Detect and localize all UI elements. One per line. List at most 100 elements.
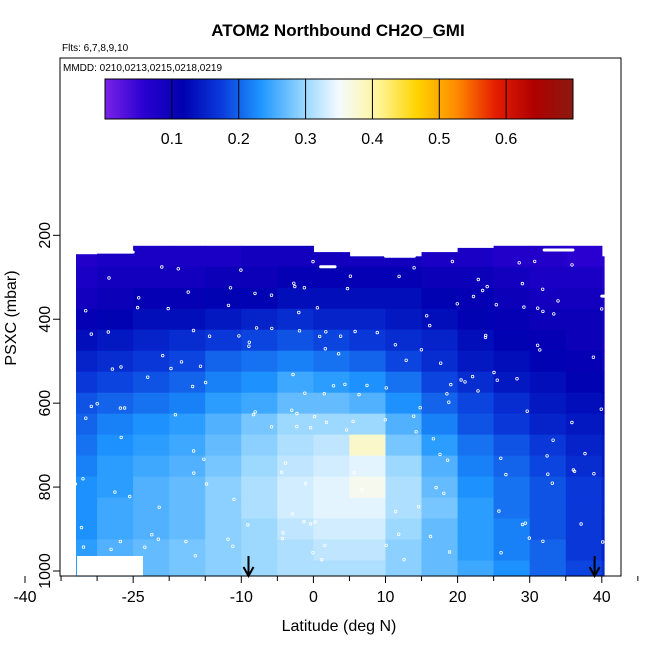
heatmap-cell [457, 266, 495, 289]
sample-marker [89, 332, 93, 336]
sample-marker [290, 512, 294, 516]
sample-marker [545, 454, 549, 458]
sample-marker [202, 457, 206, 461]
heatmap-cell [457, 413, 495, 436]
heatmap-cell [601, 266, 605, 289]
sample-marker [7, 499, 11, 503]
sample-marker [40, 478, 45, 483]
sample-marker [515, 377, 519, 381]
sample-marker [345, 286, 350, 291]
sample-marker [416, 505, 421, 509]
sample-marker [303, 391, 307, 395]
sample-marker [33, 497, 37, 501]
heatmap-cell [457, 476, 495, 499]
sample-marker [599, 407, 603, 411]
heatmap-cell [529, 560, 567, 577]
sample-marker [629, 321, 633, 326]
sample-marker [522, 305, 526, 309]
colorbar-tick-label: 0.4 [361, 131, 383, 148]
sample-marker [601, 540, 605, 544]
sample-marker [384, 543, 388, 548]
sample-marker [499, 456, 503, 460]
sample-marker [179, 360, 184, 364]
heatmap-cell [601, 350, 605, 373]
heatmap-cell [97, 371, 134, 394]
sample-marker [523, 521, 528, 525]
sample-marker [324, 330, 328, 334]
heatmap-cell [601, 287, 605, 310]
heatmap-cell [421, 308, 459, 331]
heatmap-cell [529, 266, 567, 289]
sample-marker [447, 400, 451, 404]
sample-marker [494, 303, 498, 307]
sample-marker [269, 425, 274, 429]
sample-marker [520, 522, 525, 527]
x-tick-label: 20 [449, 589, 467, 606]
heatmap-cell [97, 497, 134, 520]
heatmap-cell [493, 455, 531, 478]
heatmap-cell [133, 497, 170, 520]
heatmap-cell [133, 476, 170, 499]
x-axis-label: Latitude (deg N) [282, 618, 397, 635]
sample-marker [24, 350, 29, 354]
heatmap-cell [313, 287, 351, 310]
sample-marker [322, 392, 326, 396]
heatmap-cell [457, 329, 495, 352]
sample-marker [556, 299, 560, 303]
sample-marker [14, 273, 18, 278]
sample-marker [203, 380, 208, 385]
heatmap-cell [76, 476, 98, 499]
heatmap-cell [349, 560, 387, 577]
sample-marker [191, 328, 196, 333]
sample-marker [110, 367, 115, 371]
heatmap-cell [457, 350, 495, 373]
heatmap-cell [76, 371, 98, 394]
heatmap-cell [421, 539, 459, 562]
sample-marker [295, 424, 299, 429]
colorbar-tick-label: 0.6 [495, 131, 517, 148]
heatmap-cell [133, 413, 170, 436]
heatmap-cell [205, 308, 242, 331]
heatmap-cell [493, 308, 531, 331]
heatmap-cell [205, 539, 242, 562]
heatmap-cell [385, 392, 423, 415]
sample-marker [160, 353, 165, 358]
x-tick-label: 10 [377, 589, 395, 606]
sample-marker [520, 281, 525, 286]
heatmap-cell [241, 245, 278, 268]
heatmap-cell [313, 329, 351, 352]
heatmap-cell [169, 434, 206, 457]
sample-marker [315, 306, 320, 310]
heatmap-cell [169, 287, 206, 310]
heatmap-cell [241, 413, 278, 436]
heatmap-cell [457, 371, 495, 394]
sample-marker [302, 519, 306, 524]
sample-marker [107, 276, 111, 280]
heatmap-cell [205, 266, 242, 289]
sample-marker [459, 378, 463, 382]
sample-marker [122, 406, 127, 410]
heatmap-cell [529, 518, 567, 541]
heatmap-cell [241, 518, 278, 541]
y-tick-label: 800 [37, 474, 54, 501]
heatmap-cell [169, 266, 206, 289]
heatmap-cell [349, 371, 387, 394]
sample-marker [109, 547, 113, 552]
x-axis: -70-55-40-25-1001020304050607080 [13, 576, 639, 606]
sample-marker [600, 307, 604, 311]
heatmap-cell [76, 455, 98, 478]
heatmap-cell [133, 455, 170, 478]
heatmap-cell [601, 518, 605, 541]
heatmap-cell [169, 350, 206, 373]
heatmap-cell [421, 371, 459, 394]
sample-marker [228, 286, 233, 290]
sample-marker [383, 418, 388, 422]
heatmap-cell [76, 329, 98, 352]
heatmap-cell [241, 434, 278, 457]
heatmap-cell [76, 539, 98, 562]
heatmap-cell [277, 560, 314, 577]
heatmap-cell [97, 413, 134, 436]
sample-marker [192, 471, 196, 475]
heatmap-cell [565, 455, 603, 478]
sample-marker [293, 284, 297, 289]
